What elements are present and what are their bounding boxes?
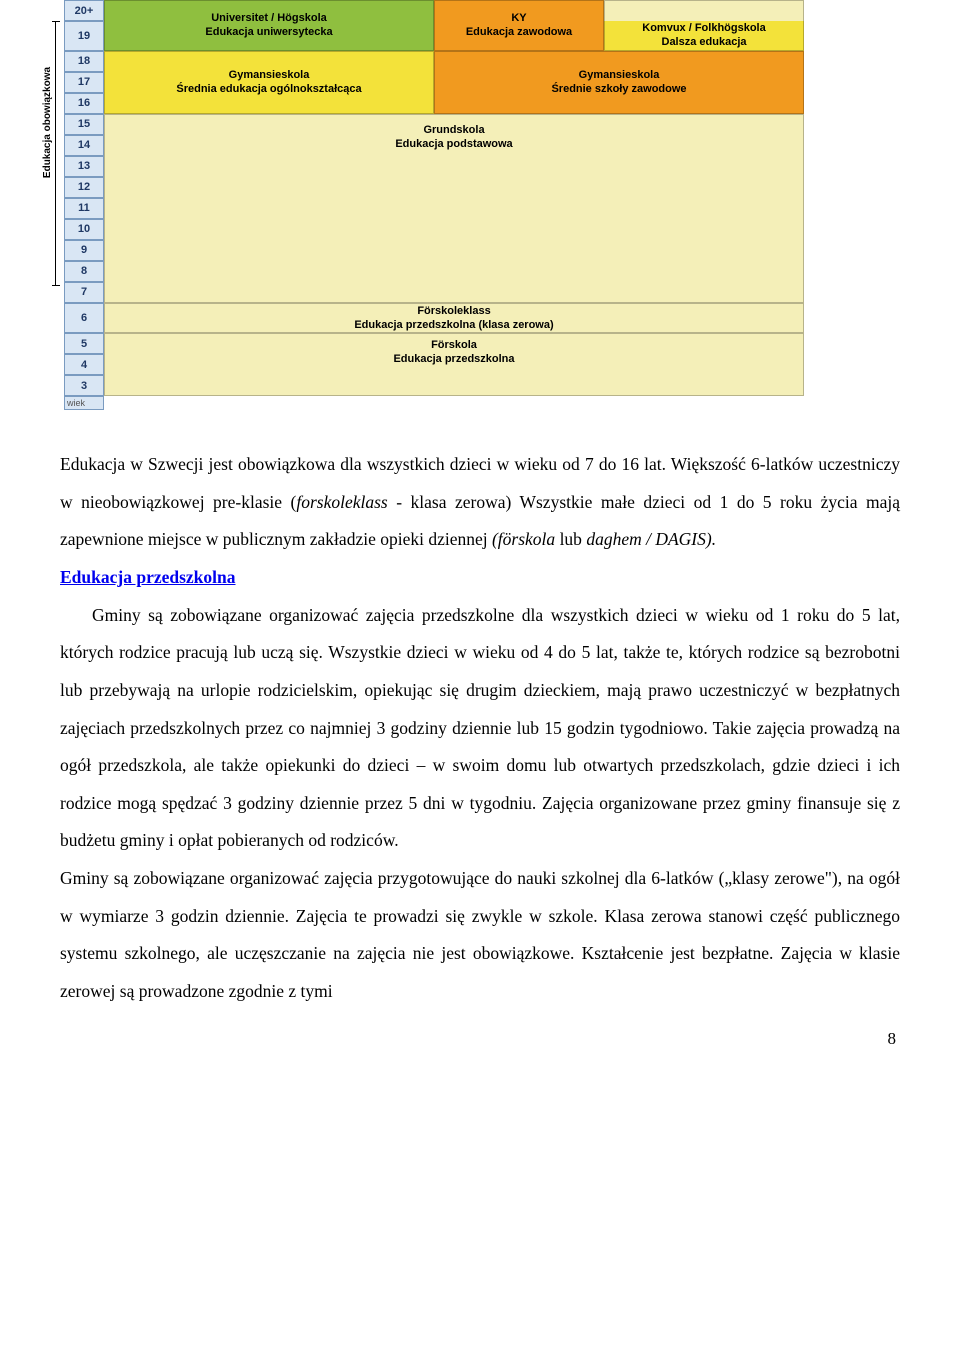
block-ky: KY Edukacja zawodowa: [434, 0, 604, 51]
age-cell: 6: [64, 303, 104, 334]
age-cell: 4: [64, 354, 104, 375]
diagram-grid: 20+ Universitet / Högskola Edukacja uniw…: [64, 0, 804, 410]
block-forskoleklass: Förskoleklass Edukacja przedszkolna (kla…: [104, 303, 804, 334]
age-cell: 18: [64, 51, 104, 72]
paragraph-3: Gminy są zobowiązane organizować zajęcia…: [60, 860, 900, 1011]
block-forskola: Förskola Edukacja przedszkolna: [104, 333, 804, 396]
vertical-axis-label: Edukacja obowiązkowa: [42, 67, 53, 178]
age-cell: 17: [64, 72, 104, 93]
age-cell: 5: [64, 333, 104, 354]
age-cell: 19: [64, 21, 104, 51]
paragraph-2: Gminy są zobowiązane organizować zajęcia…: [60, 597, 900, 860]
age-cell: 12: [64, 177, 104, 198]
age-cell: 8: [64, 261, 104, 282]
block-grundskola: Grundskola Edukacja podstawowa: [104, 114, 804, 303]
block-university: Universitet / Högskola Edukacja uniwersy…: [104, 0, 434, 51]
block-gymnasium-general: Gymansieskola Średnia edukacja ogólnoksz…: [104, 51, 434, 114]
age-cell: 20+: [64, 0, 104, 21]
age-cell: 9: [64, 240, 104, 261]
body-text: Edukacja w Szwecji jest obowiązkowa dla …: [60, 446, 900, 1010]
age-cell: 13: [64, 156, 104, 177]
block-empty-top: [604, 0, 804, 21]
section-link-preschool[interactable]: Edukacja przedszkolna: [60, 567, 236, 587]
paragraph-1: Edukacja w Szwecji jest obowiązkowa dla …: [60, 446, 900, 559]
age-axis-caption: wiek: [64, 396, 104, 410]
block-gymnasium-vocational: Gymansieskola Średnie szkoły zawodowe: [434, 51, 804, 114]
block-komvux: Komvux / Folkhögskola Dalsza edukacja: [604, 21, 804, 51]
age-cell: 10: [64, 219, 104, 240]
age-cell: 15: [64, 114, 104, 135]
age-cell: 16: [64, 93, 104, 114]
age-cell: 7: [64, 282, 104, 303]
vertical-axis-line: [55, 22, 56, 286]
education-diagram: Edukacja obowiązkowa 20+ Universitet / H…: [40, 0, 860, 410]
page-number: 8: [60, 1029, 900, 1049]
age-cell: 11: [64, 198, 104, 219]
age-cell: 14: [64, 135, 104, 156]
age-cell: 3: [64, 375, 104, 396]
